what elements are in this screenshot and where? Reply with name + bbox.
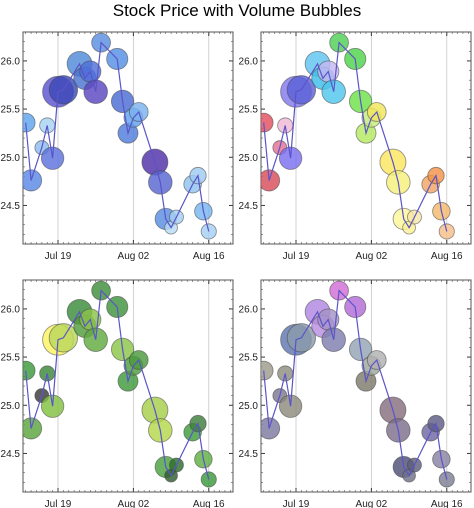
x-tick-label: Aug 02	[356, 251, 388, 262]
y-tick-label: 25.5	[1, 353, 21, 364]
y-tick-label: 26.0	[1, 304, 21, 315]
y-tick-label: 24.5	[239, 449, 259, 460]
x-tick-label: Aug 02	[356, 499, 388, 508]
bubble-point	[261, 169, 281, 192]
x-tick-label: Jul 19	[45, 499, 72, 508]
bubble-point	[23, 112, 36, 133]
x-tick-label: Aug 16	[193, 251, 225, 262]
bubble-point	[23, 417, 43, 440]
y-tick-label: 26.0	[239, 56, 259, 67]
panel-top-left: 24.5 25.0 25.5 26.0 Jul 19 Aug 02 Aug 16	[1, 31, 234, 262]
y-tick-label: 25.0	[239, 153, 259, 164]
y-tick-label: 26.0	[1, 56, 21, 67]
plot-area	[261, 280, 455, 488]
bubble-point	[261, 360, 274, 381]
panel-top-right: 24.5 25.0 25.5 26.0 Jul 19 Aug 02 Aug 16	[239, 31, 472, 262]
price-line	[25, 41, 210, 232]
panel-bottom-left: 24.5 25.0 25.5 26.0 Jul 19 Aug 02 Aug 16	[1, 279, 234, 508]
price-line	[263, 41, 448, 232]
y-tick-label: 25.5	[1, 105, 21, 116]
y-tick-label: 26.0	[239, 304, 259, 315]
x-tick-label: Aug 16	[193, 499, 225, 508]
price-line	[263, 289, 448, 480]
x-tick-label: Jul 19	[283, 499, 310, 508]
plot-area	[23, 32, 217, 240]
y-tick-label: 25.0	[239, 401, 259, 412]
panel-bottom-right: 24.5 25.0 25.5 26.0 Jul 19 Aug 02 Aug 16	[239, 279, 472, 508]
plot-area	[23, 280, 217, 488]
price-line	[25, 289, 210, 480]
chart-title: Stock Price with Volume Bubbles	[112, 1, 362, 20]
y-tick-label: 24.5	[1, 201, 21, 212]
x-tick-label: Aug 02	[118, 499, 150, 508]
y-tick-label: 25.5	[239, 353, 259, 364]
bubble-point	[23, 360, 36, 381]
y-tick-label: 24.5	[1, 449, 21, 460]
bubble-point	[23, 169, 43, 192]
x-tick-label: Jul 19	[45, 251, 72, 262]
x-tick-label: Jul 19	[283, 251, 310, 262]
y-tick-label: 25.0	[1, 401, 21, 412]
x-tick-label: Aug 16	[431, 499, 463, 508]
bubble-point	[261, 417, 281, 440]
x-tick-label: Aug 16	[431, 251, 463, 262]
y-tick-label: 24.5	[239, 201, 259, 212]
x-tick-label: Aug 02	[118, 251, 150, 262]
y-tick-label: 25.5	[239, 105, 259, 116]
y-tick-label: 25.0	[1, 153, 21, 164]
plot-area	[261, 32, 455, 240]
bubble-point	[261, 112, 274, 133]
